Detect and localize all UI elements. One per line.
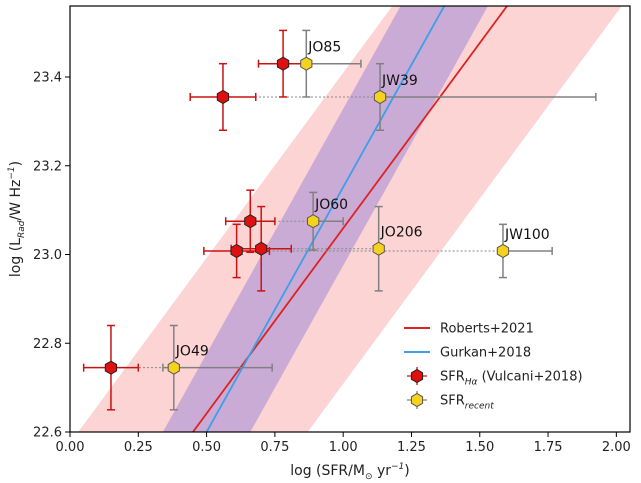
x-axis-label: log (SFR/M⊙ yr−1) (290, 462, 410, 482)
legend-recent-marker (410, 392, 424, 408)
halpha-marker (216, 89, 230, 105)
galaxy-label: JW100 (504, 227, 550, 243)
legend-label: SFRrecent (440, 394, 494, 412)
halpha-marker (230, 243, 243, 259)
y-tick-label: 23.4 (33, 71, 62, 86)
relation-lines (192, 6, 508, 432)
legend-item: Gurkan+2018 (404, 346, 531, 361)
recent-marker (372, 241, 385, 256)
halpha-marker (276, 56, 290, 71)
galaxy-label: JO60 (314, 197, 348, 213)
legend-halpha-marker (410, 368, 424, 384)
x-tick-label: 1.25 (397, 440, 426, 455)
galaxy-label: JO206 (380, 225, 423, 241)
x-tick-label: 0.25 (124, 440, 153, 455)
x-tick-label: 1.00 (329, 440, 358, 455)
recent-marker (496, 243, 510, 259)
y-tick-label: 22.6 (33, 426, 62, 441)
halpha-marker (255, 241, 268, 256)
y-tick-label: 23.0 (33, 248, 62, 263)
gurkan-line (205, 6, 446, 432)
galaxy-label: JO85 (307, 40, 341, 56)
recent-marker (373, 89, 387, 105)
x-axis: 0.00 0.25 0.50 0.75 1.00 1.25 1.50 1.75 2.00 (56, 432, 631, 455)
legend-item: Roberts+2021 (404, 322, 534, 337)
x-tick-label: 0.00 (56, 440, 85, 455)
y-axis: 22.6 22.8 23.0 23.2 23.4 (33, 71, 70, 441)
legend: Roberts+2021 Gurkan+2018 SFRHα (Vulcani+20… (404, 322, 583, 412)
legend-label: SFRHα (Vulcani+2018) (440, 370, 583, 388)
galaxy-label: JW39 (381, 73, 418, 89)
x-tick-label: 0.75 (260, 440, 289, 455)
y-tick-label: 22.8 (33, 337, 62, 352)
legend-label: Gurkan+2018 (440, 346, 531, 361)
halpha-marker (244, 214, 257, 229)
x-tick-label: 1.50 (465, 440, 494, 455)
x-tick-label: 0.50 (192, 440, 221, 455)
legend-item: SFRHα (Vulcani+2018) (407, 367, 583, 388)
data-markers (104, 56, 510, 375)
x-tick-label: 2.00 (602, 440, 631, 455)
galaxy-labels: JO49 JO85 JW39 JO60 JO206 JW100 (175, 40, 550, 360)
recent-marker (300, 56, 313, 71)
y-axis-label: log (LRad/W Hz−1) (7, 161, 27, 277)
y-tick-label: 23.2 (33, 159, 62, 174)
legend-item: SFRrecent (407, 391, 494, 412)
legend-label: Roberts+2021 (440, 322, 534, 337)
recent-marker (307, 214, 320, 229)
halpha-marker (104, 360, 118, 375)
galaxy-label: JO49 (175, 344, 209, 360)
x-tick-label: 1.75 (534, 440, 563, 455)
recent-marker (167, 360, 180, 375)
plot-frame (69, 5, 631, 433)
